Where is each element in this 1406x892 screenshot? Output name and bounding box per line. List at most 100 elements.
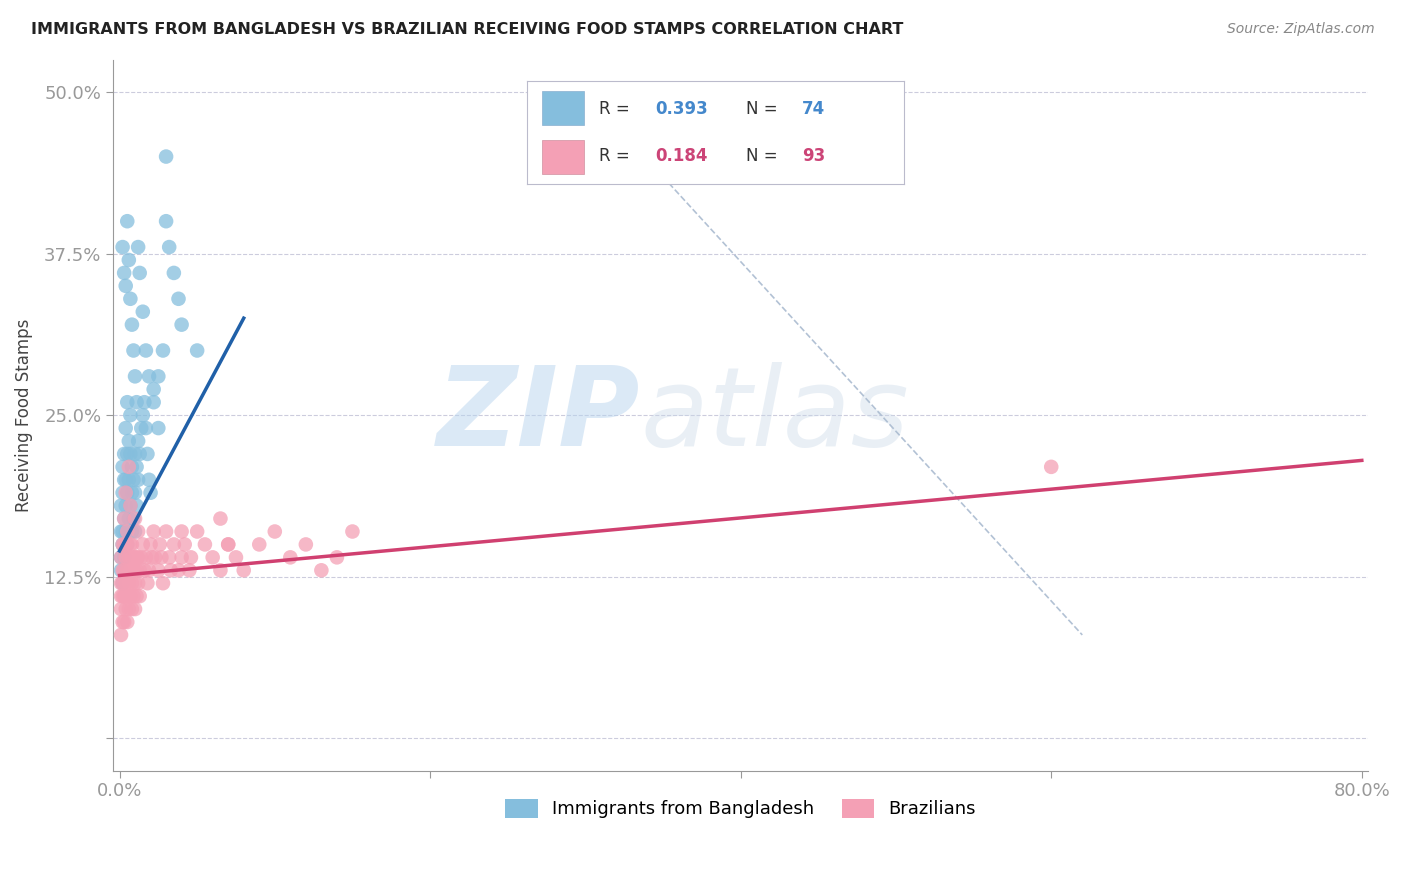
Brazilians xyxy=(117,615,139,629)
Brazilians xyxy=(118,576,141,591)
Brazilians xyxy=(117,589,139,603)
Text: ZIP: ZIP xyxy=(437,361,640,468)
Immigrants from Bangladesh xyxy=(120,447,142,461)
Immigrants from Bangladesh xyxy=(120,292,142,306)
Brazilians xyxy=(134,563,156,577)
Brazilians xyxy=(117,524,139,539)
Immigrants from Bangladesh xyxy=(152,343,174,358)
Brazilians xyxy=(150,550,173,565)
Brazilians xyxy=(114,485,136,500)
Brazilians xyxy=(112,589,135,603)
Brazilians xyxy=(149,537,172,551)
Brazilians xyxy=(121,602,143,616)
Brazilians xyxy=(112,563,135,577)
Brazilians xyxy=(128,563,150,577)
Brazilians xyxy=(311,563,333,577)
Immigrants from Bangladesh xyxy=(125,459,148,474)
Immigrants from Bangladesh xyxy=(155,214,177,228)
Immigrants from Bangladesh xyxy=(124,485,146,500)
Brazilians xyxy=(120,499,142,513)
Brazilians xyxy=(247,537,270,551)
Brazilians xyxy=(136,576,159,591)
Immigrants from Bangladesh xyxy=(117,214,139,228)
Brazilians xyxy=(120,563,142,577)
Brazilians xyxy=(209,563,232,577)
Immigrants from Bangladesh xyxy=(135,343,157,358)
Brazilians xyxy=(141,550,163,565)
Immigrants from Bangladesh xyxy=(132,408,155,422)
Immigrants from Bangladesh xyxy=(110,550,132,565)
Brazilians xyxy=(194,537,217,551)
Brazilians xyxy=(110,628,132,642)
Immigrants from Bangladesh xyxy=(121,524,143,539)
Brazilians xyxy=(143,550,166,565)
Immigrants from Bangladesh xyxy=(124,524,146,539)
Brazilians xyxy=(112,511,135,525)
Immigrants from Bangladesh xyxy=(112,266,135,280)
Brazilians xyxy=(127,524,149,539)
Immigrants from Bangladesh xyxy=(125,395,148,409)
Immigrants from Bangladesh xyxy=(112,447,135,461)
Immigrants from Bangladesh xyxy=(112,550,135,565)
Brazilians xyxy=(295,537,318,551)
Immigrants from Bangladesh xyxy=(148,421,170,435)
Immigrants from Bangladesh xyxy=(110,524,132,539)
Text: IMMIGRANTS FROM BANGLADESH VS BRAZILIAN RECEIVING FOOD STAMPS CORRELATION CHART: IMMIGRANTS FROM BANGLADESH VS BRAZILIAN … xyxy=(31,22,903,37)
Brazilians xyxy=(121,576,143,591)
Brazilians xyxy=(135,550,157,565)
Brazilians xyxy=(111,563,134,577)
Immigrants from Bangladesh xyxy=(110,563,132,577)
Brazilians xyxy=(157,550,180,565)
Brazilians xyxy=(110,602,132,616)
Immigrants from Bangladesh xyxy=(122,343,145,358)
Brazilians xyxy=(173,537,195,551)
Immigrants from Bangladesh xyxy=(111,485,134,500)
Brazilians xyxy=(111,589,134,603)
Immigrants from Bangladesh xyxy=(114,278,136,293)
Immigrants from Bangladesh xyxy=(121,485,143,500)
Brazilians xyxy=(111,576,134,591)
Immigrants from Bangladesh xyxy=(127,240,149,254)
Brazilians xyxy=(263,524,285,539)
Immigrants from Bangladesh xyxy=(120,499,142,513)
Brazilians xyxy=(117,563,139,577)
Brazilians xyxy=(122,589,145,603)
Brazilians xyxy=(139,537,162,551)
Brazilians xyxy=(217,537,239,551)
Immigrants from Bangladesh xyxy=(138,473,160,487)
Immigrants from Bangladesh xyxy=(122,511,145,525)
Immigrants from Bangladesh xyxy=(112,473,135,487)
Brazilians xyxy=(127,550,149,565)
Brazilians xyxy=(1040,459,1063,474)
Immigrants from Bangladesh xyxy=(111,537,134,551)
Brazilians xyxy=(110,576,132,591)
Brazilians xyxy=(121,550,143,565)
Brazilians xyxy=(170,550,193,565)
Brazilians xyxy=(132,537,155,551)
Brazilians xyxy=(152,576,174,591)
Immigrants from Bangladesh xyxy=(120,408,142,422)
Immigrants from Bangladesh xyxy=(142,395,165,409)
Immigrants from Bangladesh xyxy=(127,473,149,487)
Immigrants from Bangladesh xyxy=(121,459,143,474)
Brazilians xyxy=(128,589,150,603)
Brazilians xyxy=(186,524,208,539)
Immigrants from Bangladesh xyxy=(132,304,155,318)
Brazilians xyxy=(112,615,135,629)
Immigrants from Bangladesh xyxy=(128,447,150,461)
Immigrants from Bangladesh xyxy=(186,343,208,358)
Immigrants from Bangladesh xyxy=(157,240,180,254)
Text: atlas: atlas xyxy=(640,361,908,468)
Immigrants from Bangladesh xyxy=(121,318,143,332)
Brazilians xyxy=(118,459,141,474)
Brazilians xyxy=(163,537,186,551)
Immigrants from Bangladesh xyxy=(117,537,139,551)
Immigrants from Bangladesh xyxy=(114,524,136,539)
Immigrants from Bangladesh xyxy=(138,369,160,384)
Brazilians xyxy=(114,550,136,565)
Legend: Immigrants from Bangladesh, Brazilians: Immigrants from Bangladesh, Brazilians xyxy=(498,792,983,826)
Brazilians xyxy=(155,524,177,539)
Brazilians xyxy=(114,589,136,603)
Brazilians xyxy=(111,537,134,551)
Immigrants from Bangladesh xyxy=(148,369,170,384)
